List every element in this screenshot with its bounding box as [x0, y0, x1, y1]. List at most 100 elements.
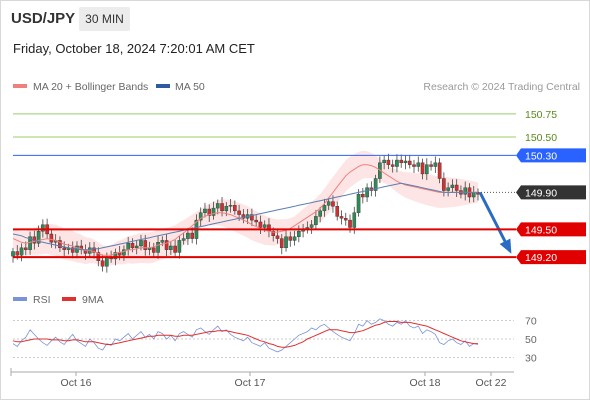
candle-body	[297, 230, 301, 237]
chart-header: USD/JPY 30 MIN	[0, 0, 590, 36]
candle-body	[215, 203, 220, 209]
level-label-149.90: 149.90	[525, 187, 557, 199]
candle-body	[122, 249, 126, 256]
candle-body	[343, 218, 348, 221]
candle-body	[126, 243, 130, 250]
level-box-150.30	[516, 148, 586, 163]
candle-body	[211, 207, 216, 216]
candle-body	[271, 230, 276, 237]
x-tick-label: Oct 16	[61, 377, 92, 389]
candle-body	[130, 243, 135, 249]
candle-body	[169, 245, 173, 250]
candle-body	[220, 203, 224, 212]
candle-body	[160, 240, 165, 243]
candle-body	[28, 236, 32, 250]
level-label-150.50: 150.50	[525, 132, 557, 144]
candle-body	[275, 235, 280, 239]
price-plot	[11, 150, 512, 273]
candle-body	[224, 206, 229, 212]
candle-body	[361, 194, 365, 198]
candle-body	[395, 159, 399, 167]
candle-body	[233, 205, 237, 212]
candle-body	[403, 160, 408, 164]
ma20-legend-swatch	[13, 84, 27, 88]
timestamp: Friday, October 18, 2024 7:20:01 AM CET	[13, 41, 255, 56]
candle-body	[454, 184, 459, 191]
x-axis: Oct 16 Oct 17 Oct 18 Oct 22	[10, 368, 514, 389]
level-box-149.20	[516, 250, 586, 265]
rsi-legend-label: RSI	[33, 294, 51, 306]
candle-body	[288, 236, 293, 241]
candle-body	[279, 238, 284, 249]
candle-body	[62, 247, 66, 250]
level-box-149.90	[516, 185, 586, 200]
candle-body	[100, 260, 105, 267]
ma50-legend-label: MA 50	[175, 81, 205, 93]
candle-body	[19, 247, 24, 256]
candle-body	[284, 236, 288, 249]
level-label-150.30: 150.30	[525, 150, 557, 162]
candle-body	[425, 164, 429, 175]
candle-body	[70, 247, 75, 253]
candle-body	[437, 162, 442, 179]
candle-body	[156, 242, 160, 253]
candle-body	[314, 216, 318, 225]
rsi-ma-legend-swatch	[62, 297, 76, 301]
candle-body	[407, 160, 412, 165]
rsi-plot: 70 50 30	[12, 316, 537, 364]
candle-body	[382, 159, 386, 164]
bollinger-band	[13, 150, 478, 266]
candle-body	[134, 245, 139, 249]
candle-body	[11, 251, 15, 257]
candle-body	[399, 159, 404, 164]
candle-body	[143, 240, 148, 250]
rsi-tick-70: 70	[525, 316, 537, 328]
candle-body	[390, 164, 395, 167]
rsi-ma-legend-label: 9MA	[82, 294, 104, 306]
candle-body	[412, 164, 416, 167]
candle-body	[105, 256, 109, 267]
candle-body	[339, 216, 344, 219]
candle-body	[373, 178, 378, 191]
rsi-legend-swatch	[13, 297, 27, 301]
candle-body	[331, 201, 335, 207]
rsi-tick-50: 50	[525, 334, 537, 346]
candle-body	[198, 212, 203, 221]
candle-body	[471, 192, 476, 198]
candle-body	[365, 187, 369, 198]
timeframe-button[interactable]: 30 MIN	[79, 7, 130, 31]
candle-body	[433, 162, 438, 167]
candle-body	[36, 230, 41, 244]
candle-body	[258, 221, 263, 228]
candle-body	[463, 187, 468, 195]
projection-arrow-head	[499, 238, 512, 254]
candle-body	[151, 247, 156, 253]
candle-body	[139, 240, 143, 247]
candle-body	[186, 232, 190, 239]
candle-body	[420, 162, 425, 175]
candle-body	[41, 224, 45, 232]
candle-body	[446, 187, 450, 191]
candle-body	[92, 247, 96, 253]
level-box-149.50	[516, 222, 586, 237]
candle-body	[207, 208, 212, 216]
candle-body	[254, 219, 258, 223]
candle-body	[348, 219, 352, 228]
candle-body	[416, 162, 421, 167]
candle-body	[352, 212, 357, 228]
candle-body	[326, 201, 331, 206]
rsi-tick-30: 30	[525, 352, 537, 364]
candle-body	[15, 251, 20, 256]
level-label-150.75: 150.75	[525, 109, 557, 121]
x-tick-label: Oct 17	[235, 377, 266, 389]
candle-body	[442, 178, 446, 191]
rsi-line	[12, 318, 479, 353]
candle-body	[177, 240, 182, 253]
candle-body	[250, 214, 254, 221]
candle-body	[173, 245, 177, 253]
copyright-text: Research © 2024 Trading Central	[423, 81, 580, 93]
candle-body	[450, 184, 455, 188]
level-label-149.50: 149.50	[525, 224, 557, 236]
